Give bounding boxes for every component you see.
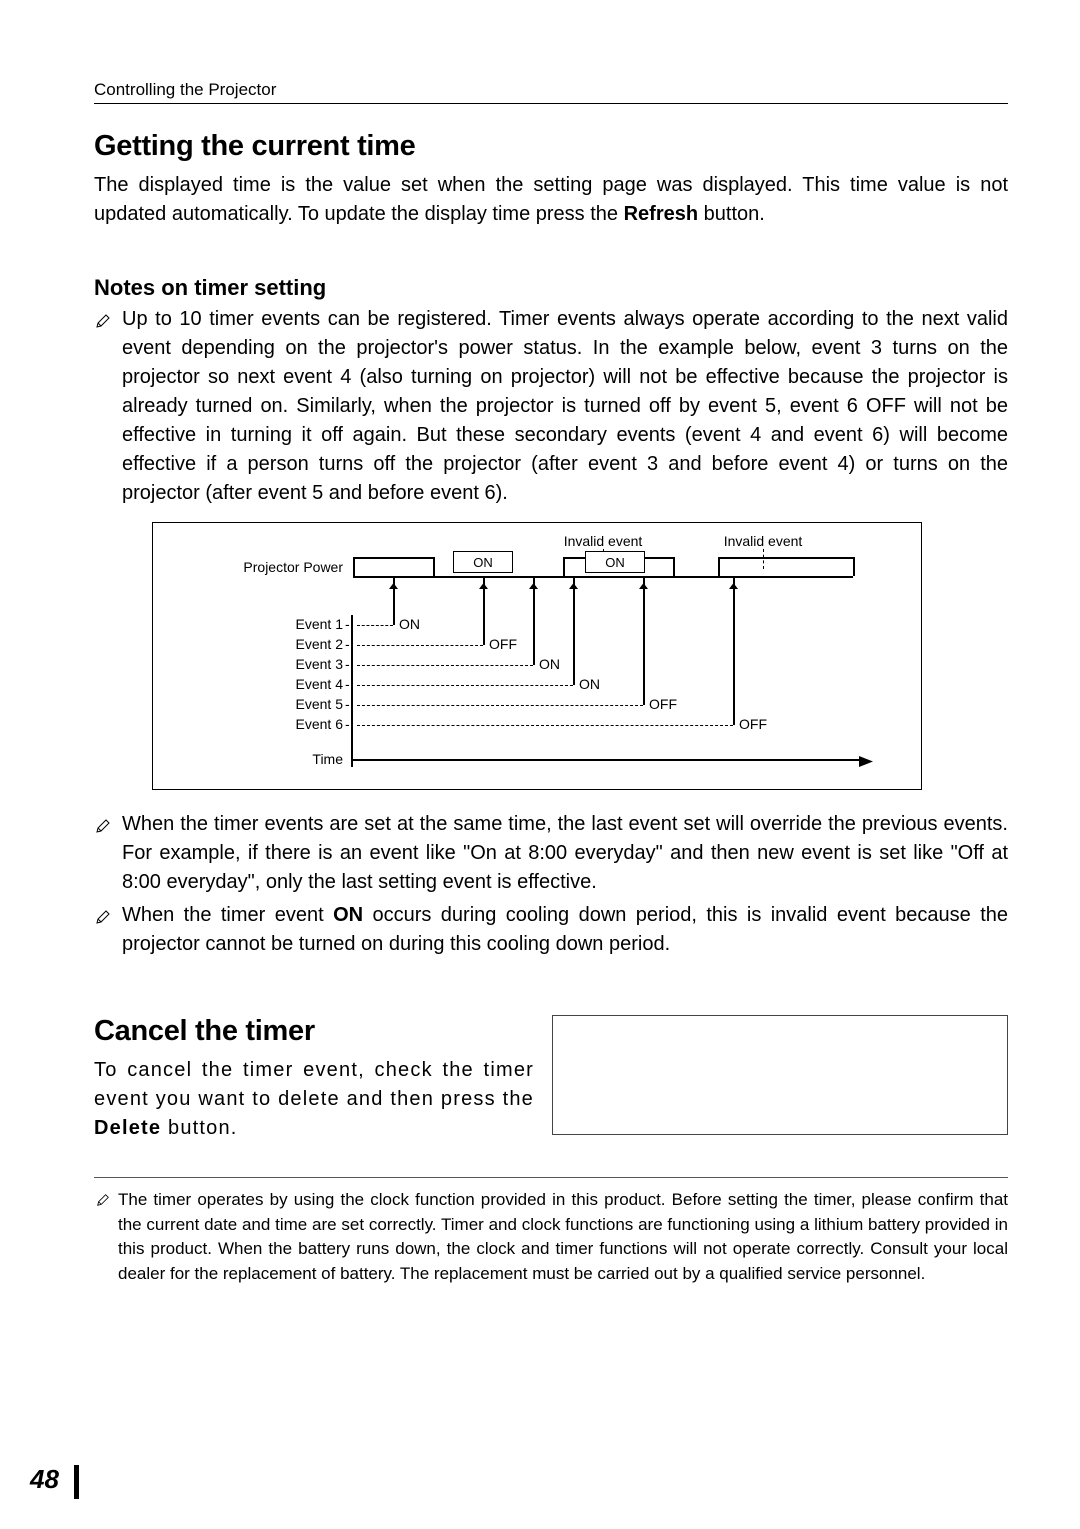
- chevron-up-icon: [639, 576, 648, 594]
- page-number: 48: [30, 1464, 59, 1495]
- event-5-label: Event 5: [296, 696, 343, 712]
- power-fall-0: [433, 557, 435, 576]
- event-tick-1: -: [345, 616, 350, 632]
- power-fall-1: [673, 557, 675, 576]
- page-number-bar: [74, 1465, 79, 1499]
- event-5-stem: [643, 594, 645, 705]
- note-text: Up to 10 timer events can be registered.…: [122, 308, 1008, 504]
- power-on-box-2: ON: [585, 551, 645, 573]
- power-rise-0: [353, 557, 355, 576]
- chevron-up-icon: [479, 576, 488, 594]
- event-1-dash: [357, 625, 393, 626]
- event-3-label: Event 3: [296, 656, 343, 672]
- event-6-state: OFF: [739, 716, 767, 732]
- event-1-stem: [393, 594, 395, 625]
- event-4-dash: [357, 685, 573, 686]
- event-axis-vertical: [351, 615, 353, 765]
- chevron-up-icon: [529, 576, 538, 594]
- header-breadcrumb: Controlling the Projector: [94, 80, 1008, 104]
- cancel-timer-section: Cancel the timer To cancel the timer eve…: [94, 1015, 1008, 1143]
- time-axis-line: [351, 759, 861, 761]
- footnote-item: The timer operates by using the clock fu…: [94, 1188, 1008, 1287]
- event-5-dash: [357, 705, 643, 706]
- event-tick-3: -: [345, 656, 350, 672]
- event-3-stem: [533, 594, 535, 665]
- pencil-icon: [94, 309, 112, 338]
- power-rise-2: [718, 557, 720, 576]
- power-on-box-1: ON: [453, 551, 513, 573]
- chevron-up-icon: [569, 576, 578, 594]
- event-3-state: ON: [539, 656, 560, 672]
- notes-timer-title: Notes on timer setting: [94, 275, 1008, 301]
- invalid-dash-2: [763, 549, 764, 569]
- diagram-frame: Invalid event Invalid event Projector Po…: [152, 522, 922, 790]
- power-baseline: [353, 576, 853, 578]
- time-axis-start-tick: [351, 752, 353, 767]
- on-label: ON: [333, 904, 363, 926]
- note-item-1: Up to 10 timer events can be registered.…: [94, 305, 1008, 508]
- arrow-right-icon: [859, 754, 873, 772]
- event-6-label: Event 6: [296, 716, 343, 732]
- invalid-event-label-2: Invalid event: [718, 533, 808, 549]
- event-4-stem: [573, 594, 575, 685]
- notes-list-cont: When the timer events are set at the sam…: [94, 810, 1008, 959]
- para-text: To cancel the timer event, check the tim…: [94, 1059, 534, 1110]
- note-text: When the timer event: [122, 904, 333, 926]
- timer-diagram: Invalid event Invalid event Projector Po…: [152, 522, 1008, 790]
- event-tick-6: -: [345, 716, 350, 732]
- power-top-0: [353, 557, 433, 559]
- event-6-dash: [357, 725, 733, 726]
- para-text: The displayed time is the value set when…: [94, 174, 1008, 225]
- event-2-label: Event 2: [296, 636, 343, 652]
- para-text: button.: [161, 1117, 237, 1139]
- note-item-2: When the timer events are set at the sam…: [94, 810, 1008, 897]
- event-2-dash: [357, 645, 483, 646]
- note-item-3: When the timer event ON occurs during co…: [94, 901, 1008, 959]
- time-axis-label: Time: [312, 751, 343, 767]
- pencil-icon: [94, 814, 112, 843]
- footnote-section: The timer operates by using the clock fu…: [94, 1177, 1008, 1287]
- cancel-timer-paragraph: To cancel the timer event, check the tim…: [94, 1056, 534, 1143]
- pencil-icon: [94, 905, 112, 934]
- event-6-stem: [733, 594, 735, 725]
- event-1-state: ON: [399, 616, 420, 632]
- event-4-label: Event 4: [296, 676, 343, 692]
- event-tick-4: -: [345, 676, 350, 692]
- event-tick-5: -: [345, 696, 350, 712]
- event-5-state: OFF: [649, 696, 677, 712]
- refresh-label: Refresh: [624, 203, 698, 225]
- power-fall-2: [853, 557, 855, 576]
- projector-power-label: Projector Power: [243, 559, 343, 575]
- chevron-up-icon: [389, 576, 398, 594]
- notes-list: Up to 10 timer events can be registered.…: [94, 305, 1008, 508]
- event-1-label: Event 1: [296, 616, 343, 632]
- event-4-state: ON: [579, 676, 600, 692]
- screenshot-placeholder: [552, 1015, 1008, 1135]
- section-getting-time-paragraph: The displayed time is the value set when…: [94, 171, 1008, 229]
- cancel-timer-title: Cancel the timer: [94, 1015, 534, 1048]
- power-rise-1: [563, 557, 565, 576]
- event-2-stem: [483, 594, 485, 645]
- event-tick-2: -: [345, 636, 350, 652]
- document-page: Controlling the Projector Getting the cu…: [0, 0, 1080, 1529]
- footnote-text: The timer operates by using the clock fu…: [118, 1190, 1008, 1283]
- delete-label: Delete: [94, 1117, 161, 1139]
- section-getting-time-title: Getting the current time: [94, 130, 1008, 163]
- note-text: When the timer events are set at the sam…: [122, 813, 1008, 893]
- event-2-state: OFF: [489, 636, 517, 652]
- chevron-up-icon: [729, 576, 738, 594]
- para-text: button.: [698, 203, 765, 225]
- pencil-icon: [94, 1190, 112, 1215]
- invalid-event-label-1: Invalid event: [558, 533, 648, 549]
- power-top-2: [718, 557, 853, 559]
- event-3-dash: [357, 665, 533, 666]
